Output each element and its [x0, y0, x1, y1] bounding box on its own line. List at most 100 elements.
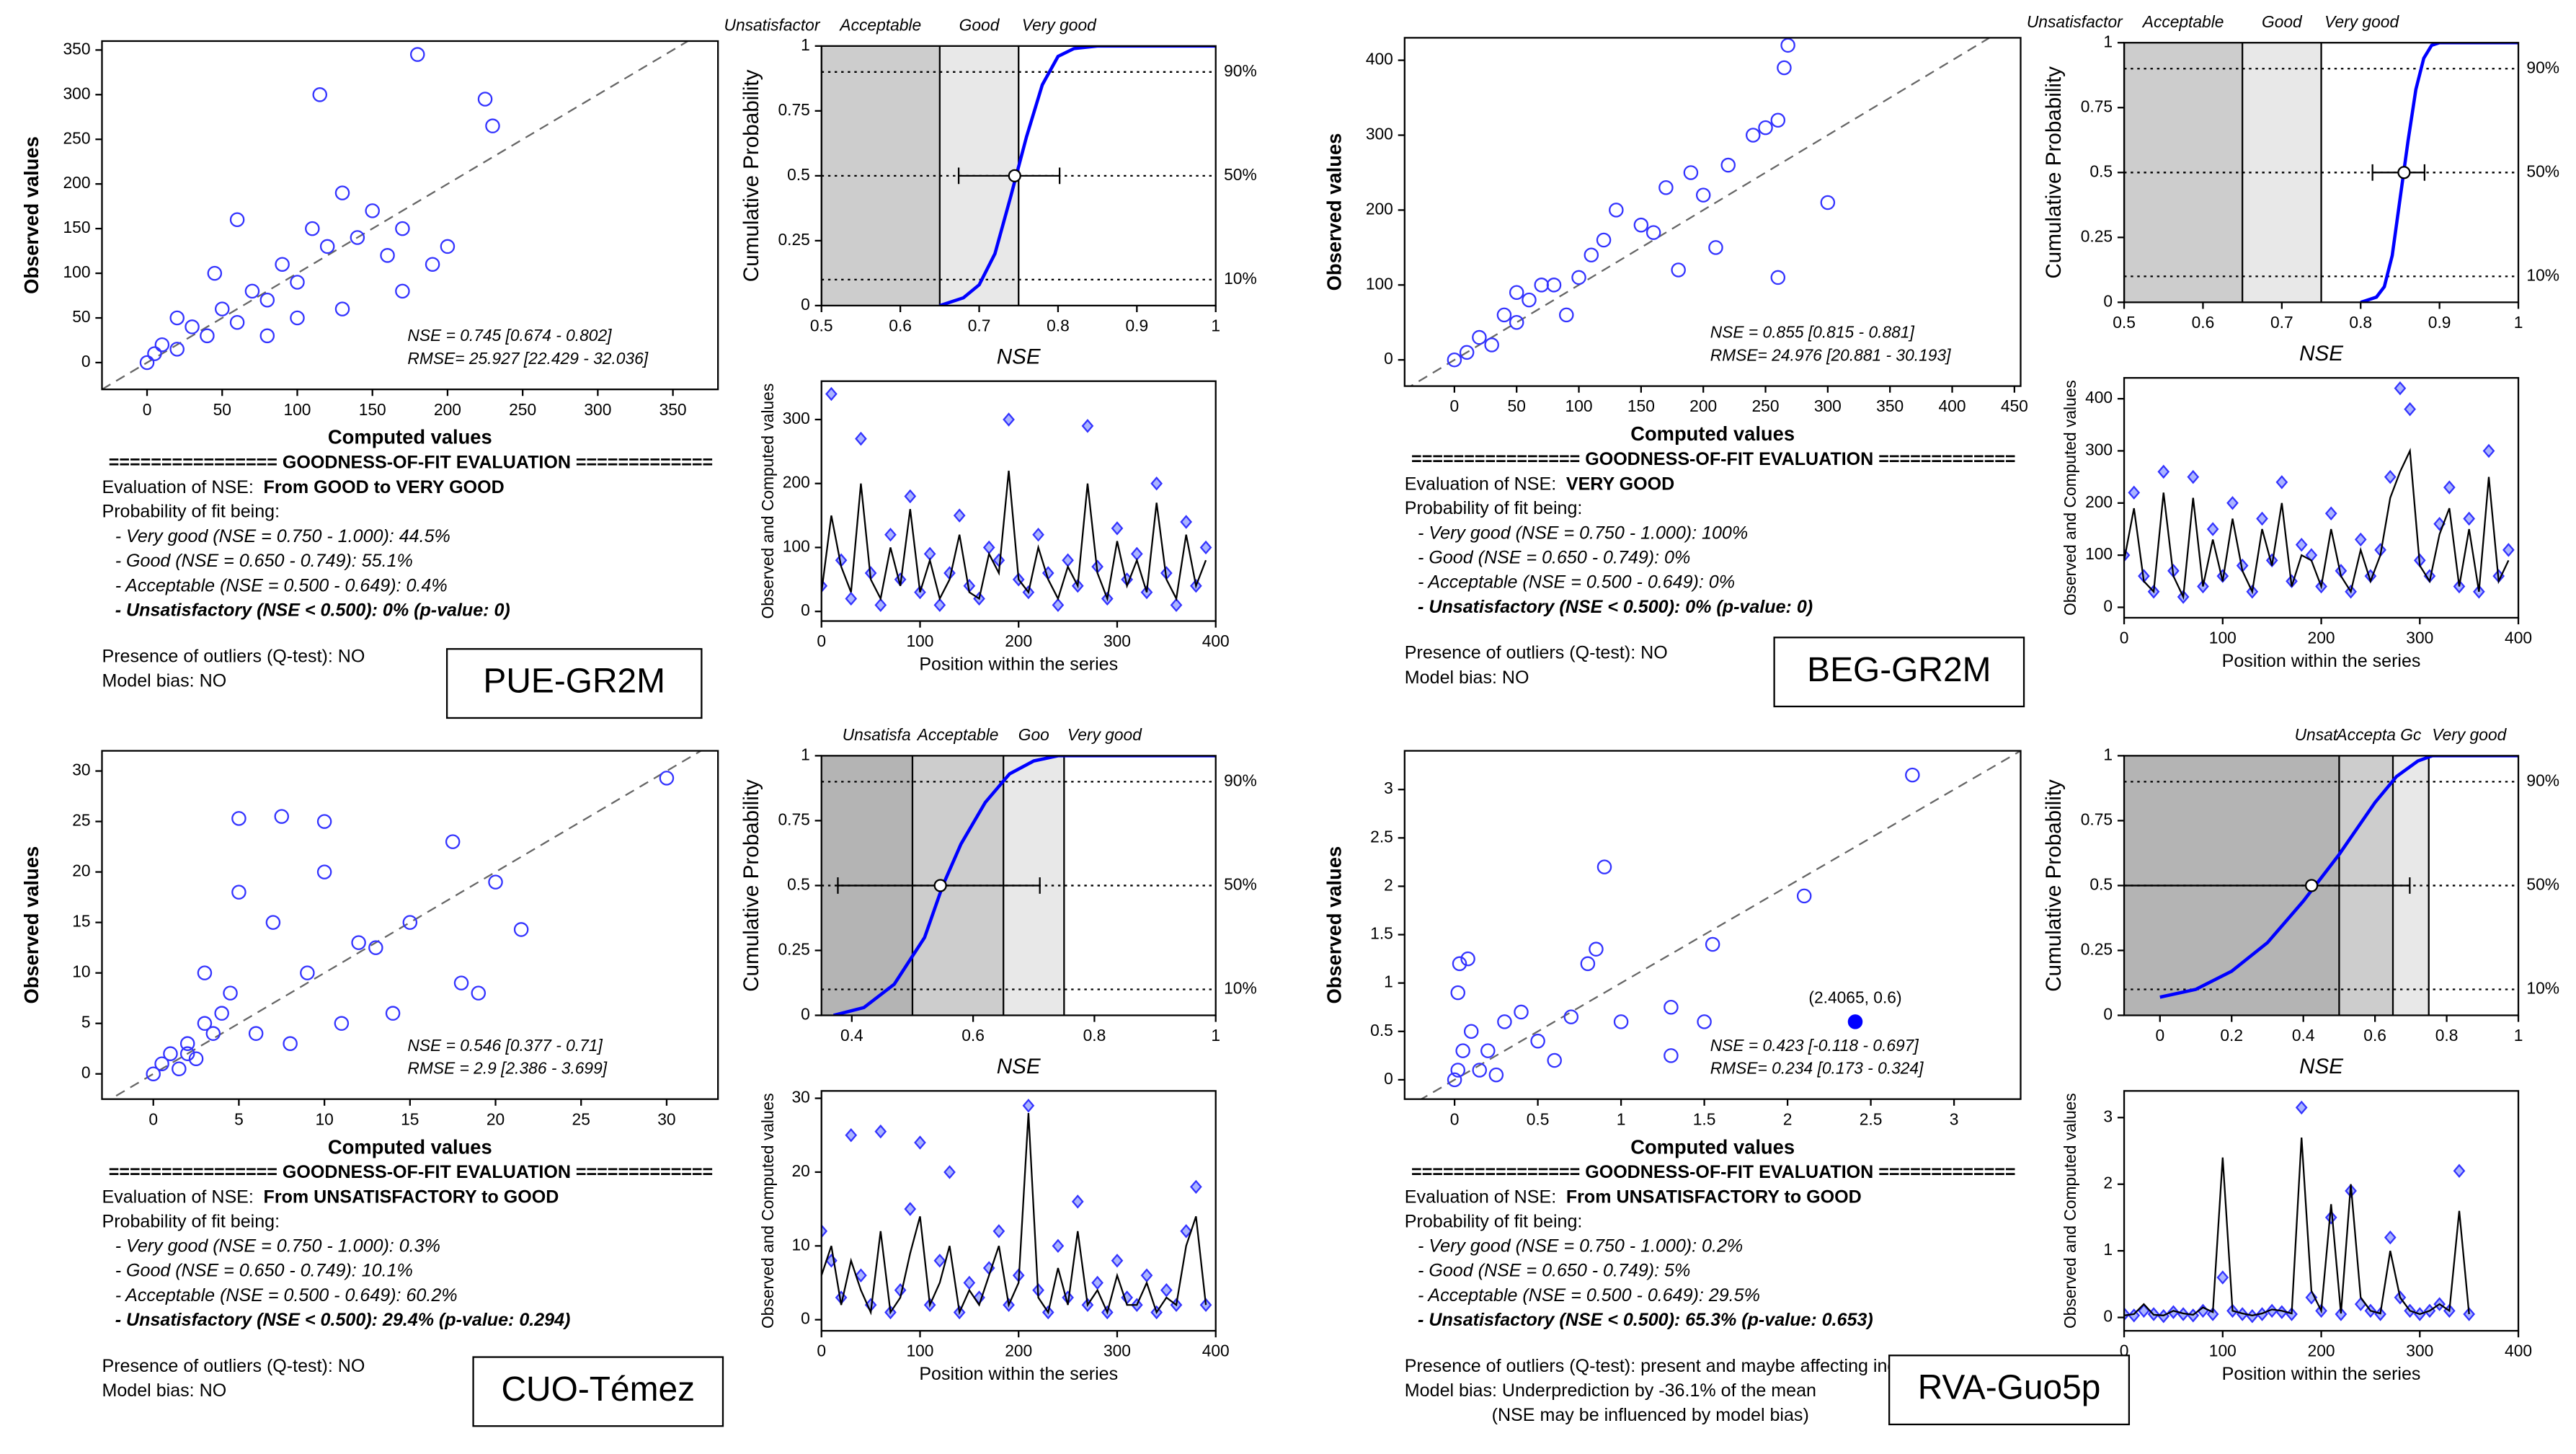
probability-line: - Acceptable (NSE = 0.500 - 0.649): 60.2…	[115, 1285, 458, 1306]
y-axis-label: Cumulative Probability	[740, 69, 763, 282]
observed-marker	[855, 1268, 867, 1283]
evaluation-value: From GOOD to VERY GOOD	[264, 477, 505, 497]
y-tick-label: 0.75	[2081, 97, 2113, 115]
point	[1580, 956, 1596, 972]
point	[1708, 240, 1723, 255]
stat-annotation: NSE = 0.855 [0.815 - 0.881]	[1710, 323, 1915, 342]
point	[163, 1046, 178, 1061]
report-title: ================ GOODNESS-OF-FIT EVALUAT…	[1411, 449, 2015, 469]
x-tick-label: 0	[1450, 396, 1460, 415]
point	[445, 834, 461, 849]
y-tick-label: 1	[2103, 745, 2113, 763]
point	[1780, 37, 1795, 53]
x-tick-label: 200	[1005, 631, 1032, 650]
observed-marker	[1111, 521, 1124, 536]
x-axis-label: NSE	[2299, 342, 2344, 365]
y-axis-label: Cumulative Probability	[740, 779, 763, 992]
plot-area	[1419, 750, 2021, 1099]
x-tick-label: 400	[2505, 629, 2532, 647]
point	[229, 314, 245, 330]
observed-marker	[1091, 1275, 1103, 1290]
observed-marker	[2384, 469, 2397, 484]
observed-marker	[1032, 527, 1044, 542]
point	[283, 1036, 298, 1051]
x-axis-label: NSE	[2299, 1055, 2344, 1078]
y-tick-label: 200	[63, 173, 91, 192]
y-tick-label: 100	[63, 262, 91, 281]
observed-marker	[943, 1165, 956, 1179]
point	[1905, 767, 1920, 783]
point	[223, 985, 238, 1001]
point	[244, 283, 260, 299]
observed-marker	[2256, 511, 2268, 526]
y-tick-label: 2	[1384, 875, 1393, 894]
observed-marker	[2124, 1307, 2131, 1321]
y-axis-label: Cumulative Probability	[2042, 779, 2066, 992]
plot-area	[102, 40, 690, 390]
x-tick-label: 0.2	[2220, 1026, 2243, 1045]
point	[1589, 941, 1604, 957]
probability-label: Probability of fit being:	[102, 1211, 280, 1231]
y-tick-label: 1.5	[1370, 924, 1393, 943]
point	[1820, 195, 1836, 210]
stat-annotation: RMSE = 2.9 [2.386 - 3.699]	[407, 1059, 607, 1078]
median-point	[2397, 166, 2411, 179]
evaluation-line: Evaluation of NSE: VERY GOOD	[1405, 474, 1674, 494]
zone-label: Very good	[1022, 15, 1097, 34]
observed-marker	[992, 1224, 1005, 1238]
observed-marker	[953, 508, 966, 523]
evaluation-label: Evaluation of NSE:	[102, 1187, 253, 1207]
plot-bg	[1404, 750, 2021, 1099]
report-title: ================ GOODNESS-OF-FIT EVALUAT…	[1411, 1162, 2015, 1182]
observed-marker	[1160, 1283, 1173, 1298]
x-tick-label: 0	[143, 400, 152, 419]
probability-line: - Good (NSE = 0.650 - 0.749): 0%	[1418, 548, 1690, 568]
x-tick-label: 300	[1103, 631, 1131, 650]
point	[334, 1016, 350, 1031]
x-tick-label: 50	[213, 400, 231, 419]
observed-marker	[2335, 1307, 2348, 1321]
zone-label: Very good	[2324, 12, 2399, 31]
point	[185, 319, 200, 334]
x-tick-label: 150	[359, 400, 386, 419]
x-tick-label: 100	[906, 1342, 933, 1360]
point	[154, 1056, 169, 1071]
plot-frame	[2123, 42, 2520, 303]
zone-label: Acceptable	[2141, 12, 2224, 31]
plot-frame	[820, 45, 1217, 307]
point	[1796, 888, 1812, 904]
probability-line: - Very good (NSE = 0.750 - 1.000): 0.3%	[115, 1236, 440, 1256]
highlight-point	[1847, 1014, 1863, 1029]
x-tick-label: 50	[1508, 396, 1526, 415]
observed-marker	[845, 1128, 858, 1143]
point	[207, 265, 223, 281]
observed-marker	[1052, 1238, 1065, 1254]
y-tick-label: 50	[72, 307, 90, 326]
point	[1746, 128, 1761, 143]
y-tick-label: 20	[72, 861, 90, 880]
zone-label: Gc	[2400, 725, 2422, 744]
point	[1705, 936, 1720, 952]
point	[290, 275, 305, 290]
panel: 0 50 100 150 200 250 300 350 400 4500100200300400…	[1323, 12, 2559, 708]
point	[1613, 1014, 1629, 1029]
stat-annotation: RMSE= 24.976 [20.881 - 30.193]	[1710, 346, 1951, 365]
y-tick-label: 0.5	[1370, 1021, 1393, 1039]
highlight-label: (2.4065, 0.6)	[1808, 988, 1901, 1006]
y-tick-label: 400	[2085, 388, 2113, 407]
x-tick-label: 0.4	[840, 1026, 863, 1045]
observed-marker	[933, 1254, 946, 1268]
point	[471, 985, 487, 1001]
point	[231, 885, 247, 900]
observed-marker	[1071, 1194, 1084, 1209]
percentile-label: 50%	[1224, 874, 1257, 893]
point	[409, 47, 425, 62]
evaluation-line: Evaluation of NSE: From UNSATISFACTORY to…	[1405, 1187, 1862, 1207]
percentile-label: 90%	[1224, 771, 1257, 789]
point	[365, 203, 380, 218]
x-tick-label: 350	[659, 400, 687, 419]
point	[200, 328, 215, 344]
observed-marker	[1180, 515, 1193, 529]
point	[231, 811, 247, 826]
